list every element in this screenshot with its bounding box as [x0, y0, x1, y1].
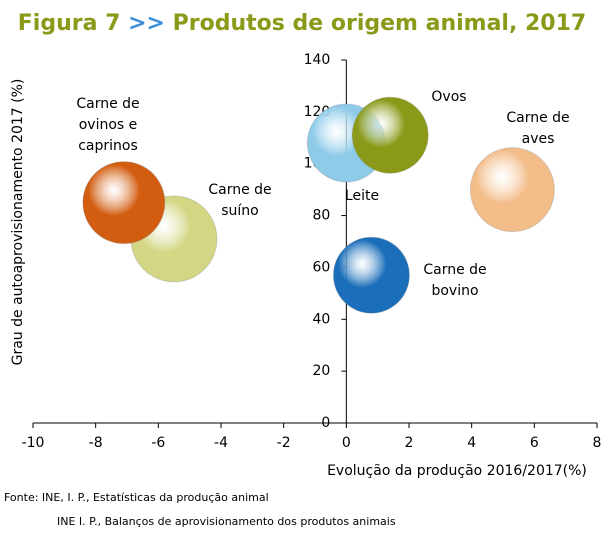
bubble	[82, 161, 166, 245]
y-tick-label: 0	[321, 415, 330, 431]
bubble-label: ovinos e	[79, 117, 138, 133]
source-line: INE I. P., Balanços de aprovisionamento …	[57, 515, 396, 528]
y-tick-label: 80	[313, 208, 331, 224]
x-tick-label: 8	[593, 435, 602, 451]
x-tick-label: 4	[467, 435, 476, 451]
x-tick-label: 6	[530, 435, 539, 451]
y-tick-label: 40	[313, 311, 331, 327]
chart-title: Figura 7 >> Produtos de origem animal, 2…	[18, 11, 586, 36]
x-tick-label: -6	[151, 435, 165, 451]
title-prefix: Figura 7	[18, 11, 121, 36]
bubble-label: Carne de	[506, 110, 569, 126]
bubble-label: bovino	[431, 283, 478, 299]
title-separator: >>	[128, 11, 165, 36]
bubble	[469, 147, 555, 233]
x-tick-label: -2	[277, 435, 291, 451]
bubble-label: Carne de	[76, 96, 139, 112]
bubble	[332, 236, 410, 314]
y-tick-label: 140	[304, 52, 331, 68]
y-axis-label: Grau de autoaprovisionamento 2017 (%)	[10, 79, 26, 366]
x-tick-label: 0	[342, 435, 351, 451]
bubble-label: Carne de	[208, 182, 271, 198]
bubble-label: caprinos	[78, 138, 138, 154]
bubble-label: suíno	[221, 203, 259, 219]
y-tick-label: 20	[313, 363, 331, 379]
source-line: Fonte: INE, I. P., Estatísticas da produ…	[4, 491, 269, 504]
title-text: Produtos de origem animal, 2017	[173, 11, 587, 36]
bubble-label: Ovos	[431, 89, 466, 105]
x-tick-label: -4	[214, 435, 228, 451]
x-tick-label: -8	[89, 435, 103, 451]
y-tick-label: 60	[313, 259, 331, 275]
bubble-label: aves	[522, 131, 555, 147]
x-tick-label: -10	[22, 435, 45, 451]
bubble-label: Leite	[345, 188, 379, 204]
x-tick-label: 2	[405, 435, 414, 451]
x-axis-label: Evolução da produção 2016/2017(%)	[327, 463, 587, 479]
bubble	[351, 96, 429, 174]
bubble-label: Carne de	[423, 262, 486, 278]
